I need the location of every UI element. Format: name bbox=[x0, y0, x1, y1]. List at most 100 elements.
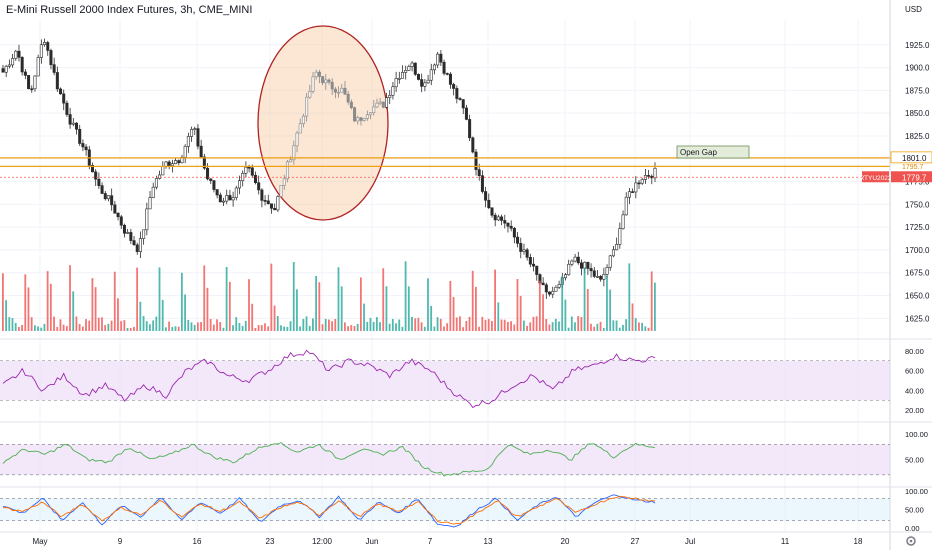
volume-bar bbox=[149, 324, 151, 331]
volume-bar bbox=[49, 283, 52, 331]
candle-body bbox=[78, 128, 82, 144]
indicator2-band bbox=[0, 444, 890, 475]
candle-body bbox=[346, 93, 350, 103]
candle-body bbox=[490, 207, 494, 216]
volume-bar bbox=[548, 324, 551, 331]
candle-body bbox=[295, 132, 299, 147]
volume-bar bbox=[328, 319, 330, 331]
rsi-tick-label: 80.00 bbox=[905, 347, 924, 356]
candle-body bbox=[455, 88, 459, 99]
candle-body bbox=[381, 101, 385, 108]
exchange-label: CME_MINI bbox=[198, 4, 253, 16]
volume-bar bbox=[516, 279, 519, 331]
volume-bar bbox=[491, 321, 493, 331]
candle-body bbox=[516, 236, 520, 244]
volume-bar bbox=[513, 324, 516, 331]
candle-body bbox=[586, 261, 590, 269]
volume-bar bbox=[650, 271, 653, 331]
candle-body bbox=[528, 257, 532, 265]
volume-bar bbox=[235, 317, 238, 331]
volume-bar bbox=[248, 279, 250, 331]
candle-body bbox=[247, 166, 251, 169]
candle-body bbox=[71, 122, 75, 125]
candle-body bbox=[292, 145, 296, 161]
volume-bar bbox=[366, 321, 369, 331]
volume-bar bbox=[468, 316, 471, 331]
volume-bar bbox=[567, 327, 570, 331]
candle-body bbox=[410, 62, 414, 67]
price-tick-label: 1825.0 bbox=[905, 132, 930, 141]
volume-bar bbox=[401, 326, 404, 331]
volume-bar bbox=[494, 269, 496, 331]
candle-body bbox=[305, 96, 309, 117]
candle-body bbox=[81, 143, 85, 148]
candle-body bbox=[615, 244, 619, 251]
candle-body bbox=[314, 71, 318, 78]
volume-bar bbox=[590, 323, 592, 331]
volume-bar bbox=[561, 276, 564, 331]
volume-bar bbox=[318, 282, 321, 331]
candle-body bbox=[442, 61, 446, 74]
volume-bar bbox=[436, 317, 439, 331]
volume-bar bbox=[216, 319, 218, 331]
candles bbox=[1, 38, 657, 299]
interval-label: 3h bbox=[180, 4, 193, 16]
candle-body bbox=[100, 185, 104, 194]
candle-body bbox=[27, 75, 31, 90]
volume-bar bbox=[641, 322, 644, 331]
candle-body bbox=[154, 178, 158, 188]
volume-bar bbox=[196, 322, 199, 331]
candle-body bbox=[55, 72, 59, 90]
candle-body bbox=[423, 82, 427, 87]
volume-bar bbox=[599, 321, 602, 331]
stochastic-band bbox=[0, 498, 890, 521]
candle-body bbox=[343, 87, 347, 95]
volume-bar bbox=[625, 319, 628, 331]
volume-bar bbox=[510, 321, 512, 331]
candle-body bbox=[548, 291, 552, 295]
volume-bar bbox=[289, 321, 292, 331]
candle-body bbox=[193, 128, 197, 130]
volume-bar bbox=[72, 291, 75, 331]
volume-bar bbox=[276, 316, 279, 331]
candle-body bbox=[145, 208, 149, 231]
candle-body bbox=[525, 249, 529, 258]
candle-body bbox=[129, 232, 133, 241]
volume-bar bbox=[85, 319, 87, 331]
volume-bar bbox=[14, 322, 17, 331]
volume-bar bbox=[206, 287, 209, 331]
gear-icon bbox=[906, 536, 916, 546]
volume-bar bbox=[200, 322, 202, 331]
volume-bar bbox=[126, 327, 129, 331]
volume-bar bbox=[478, 326, 481, 331]
candle-body bbox=[49, 50, 53, 65]
rsi-tick-label: 60.00 bbox=[905, 367, 924, 376]
time-tick-label: 27 bbox=[631, 537, 640, 546]
time-tick-label: Jul bbox=[685, 537, 695, 546]
candle-body bbox=[36, 57, 40, 77]
candle-body bbox=[206, 167, 210, 180]
candle-body bbox=[640, 179, 644, 184]
volume-bar bbox=[168, 321, 170, 331]
candle-body bbox=[605, 267, 609, 275]
volume-bar bbox=[487, 318, 490, 331]
chart-title: E-Mini Russell 2000 Index Futures, 3h, C… bbox=[6, 4, 253, 16]
candle-body bbox=[362, 118, 366, 121]
volume-bar bbox=[570, 316, 573, 331]
level-badge bbox=[890, 151, 932, 164]
volume-bar bbox=[228, 281, 231, 331]
candle-body bbox=[113, 204, 117, 214]
candle-body bbox=[544, 284, 548, 293]
volume-bar bbox=[113, 271, 116, 331]
price-tick-label: 1925.0 bbox=[905, 41, 930, 50]
candle-body bbox=[263, 200, 267, 202]
volume-bar bbox=[257, 325, 260, 331]
volume-bar bbox=[123, 320, 126, 331]
volume-bar bbox=[385, 286, 388, 331]
volume-bar bbox=[280, 325, 282, 331]
candle-body bbox=[365, 114, 369, 119]
volume-bar bbox=[75, 316, 78, 331]
volume-bar bbox=[580, 317, 583, 331]
volume-bar bbox=[558, 321, 560, 331]
